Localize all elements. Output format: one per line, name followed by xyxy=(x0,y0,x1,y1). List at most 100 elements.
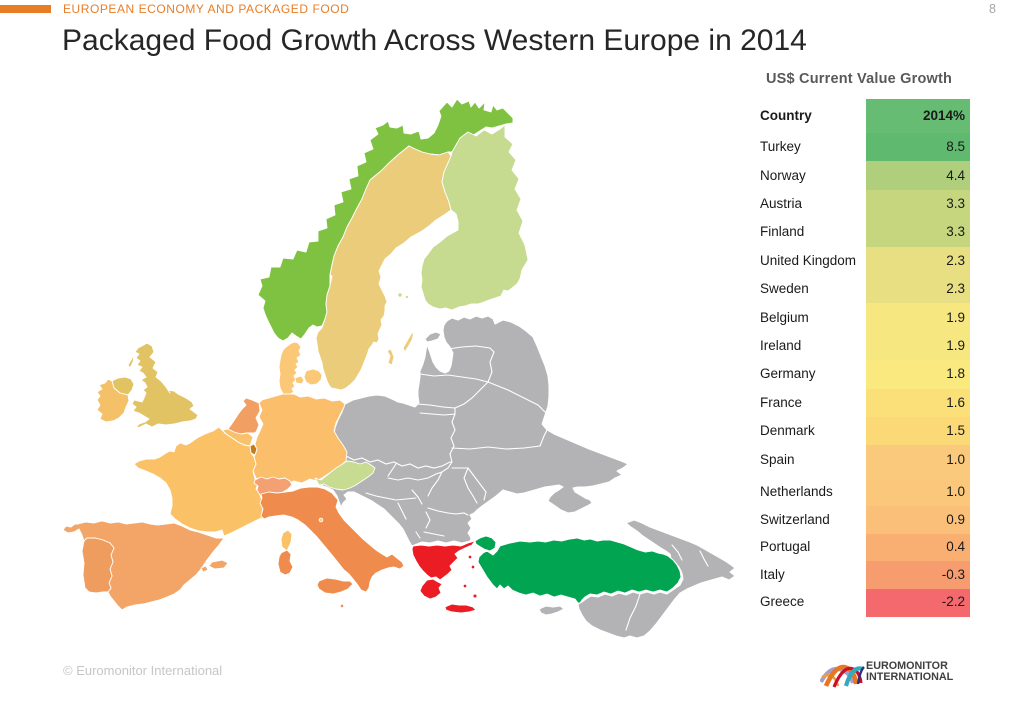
value-color-band xyxy=(866,133,970,163)
table-row-value: 0.9 xyxy=(946,511,965,527)
country-portugal xyxy=(81,537,115,594)
country-uk xyxy=(131,342,199,429)
country-italy xyxy=(259,486,405,593)
country-hebrides xyxy=(127,354,135,369)
value-color-band xyxy=(866,473,970,480)
table-row-country: Denmark xyxy=(760,423,815,439)
logo-line2: INTERNATIONAL xyxy=(866,671,954,683)
table-row-value: 2.3 xyxy=(946,281,965,297)
country-gr-i2 xyxy=(470,564,476,570)
country-caucasus xyxy=(577,519,736,639)
country-saaremaa xyxy=(424,331,442,343)
slide-kicker: EUROPEAN ECONOMY AND PACKAGED FOOD xyxy=(63,2,350,16)
table-row-value: 3.3 xyxy=(946,196,965,211)
table-row-country: Greece xyxy=(760,594,805,610)
country-sicily xyxy=(316,577,354,595)
table-row-value: 3.3 xyxy=(946,224,965,240)
value-color-band xyxy=(866,218,970,248)
table-title: US$ Current Value Growth xyxy=(766,71,953,87)
country-oland xyxy=(386,348,395,366)
table-row-country: Belgium xyxy=(760,309,809,325)
table-row-country: Portugal xyxy=(760,539,811,555)
value-color-band xyxy=(866,417,970,447)
country-aland2 xyxy=(404,294,410,300)
table-row-value: 1.5 xyxy=(946,423,965,439)
euromonitor-logo-arcs xyxy=(819,664,865,688)
country-zealand xyxy=(303,368,323,386)
slide-title: Packaged Food Growth Across Western Euro… xyxy=(62,24,807,57)
table-row-country: Germany xyxy=(760,366,816,382)
logo-line1: EUROMONITOR xyxy=(866,660,948,672)
table-row-value: 1.0 xyxy=(946,451,965,467)
country-finland xyxy=(420,124,529,311)
value-color-band xyxy=(866,303,970,333)
country-turkey-eu xyxy=(474,535,497,552)
table-row-country: Finland xyxy=(760,224,805,240)
country-greece xyxy=(411,540,476,581)
country-funen xyxy=(294,375,305,385)
country-sanmarino xyxy=(318,517,324,523)
value-color-band xyxy=(866,360,970,390)
table-row-country: Netherlands xyxy=(760,484,833,500)
highlighted-countries xyxy=(62,98,682,614)
value-color-band xyxy=(866,246,970,276)
table-row-country: United Kingdom xyxy=(760,252,857,268)
gray-regions xyxy=(317,315,736,639)
country-corsica xyxy=(280,529,293,552)
table-row-country: Spain xyxy=(760,451,795,467)
country-peloponnese xyxy=(419,578,443,600)
table-row-value: 2.3 xyxy=(946,252,965,268)
country-turkey xyxy=(477,537,682,604)
table-row-country: Italy xyxy=(760,566,785,582)
table-row-value: 0.4 xyxy=(946,539,965,555)
table-row-country: Norway xyxy=(760,167,806,183)
table-row-value: 1.0 xyxy=(946,484,965,500)
value-color-band xyxy=(866,478,970,507)
page-number: 8 xyxy=(989,2,996,16)
country-gr-i3 xyxy=(462,583,468,589)
gray-internal-borders xyxy=(343,345,709,631)
value-color-band xyxy=(866,331,970,361)
table-row-country: France xyxy=(760,394,803,410)
table-row-country: Turkey xyxy=(760,139,801,155)
table-row-value: -0.3 xyxy=(941,566,965,582)
country-malta xyxy=(339,603,345,609)
country-switzerland xyxy=(253,476,293,499)
accent-bar xyxy=(0,5,51,13)
country-austria xyxy=(314,460,376,491)
table-row-value: 1.9 xyxy=(946,309,965,325)
value-color-band xyxy=(866,506,970,535)
value-color-band xyxy=(866,561,970,590)
country-sweden xyxy=(315,145,452,391)
value-color-band xyxy=(866,189,970,219)
country-ireland xyxy=(96,378,130,423)
value-color-band xyxy=(866,388,970,418)
country-gotland xyxy=(402,331,415,353)
table-row-country: Ireland xyxy=(760,338,802,353)
table-row-country: Austria xyxy=(760,196,803,211)
country-mallorca xyxy=(208,559,229,570)
table-row-value: -2.2 xyxy=(941,594,965,610)
country-cyprus xyxy=(538,605,565,616)
value-color-band xyxy=(866,588,970,617)
country-netherlands xyxy=(227,397,261,435)
value-color-band xyxy=(866,99,970,134)
table-row-value: 1.9 xyxy=(946,338,965,353)
table-row-value: 4.4 xyxy=(946,167,965,183)
table-row-value: 1.8 xyxy=(946,366,965,382)
country-sardinia xyxy=(277,549,294,576)
country-denmark xyxy=(278,341,302,395)
country-gr-i4 xyxy=(472,593,478,599)
value-color-band xyxy=(866,275,970,305)
table-row-country: Sweden xyxy=(760,281,809,297)
euromonitor-logo: EUROMONITOR INTERNATIONAL xyxy=(819,657,1000,693)
table-row-country: Switzerland xyxy=(760,511,830,527)
country-crete xyxy=(444,603,477,614)
table-col-value: 2014% xyxy=(922,108,965,123)
value-color-band xyxy=(866,445,970,475)
country-ibiza xyxy=(200,565,209,573)
table-row-value: 1.6 xyxy=(946,394,965,410)
value-color-band xyxy=(866,533,970,562)
table-row-value: 8.5 xyxy=(946,139,965,155)
